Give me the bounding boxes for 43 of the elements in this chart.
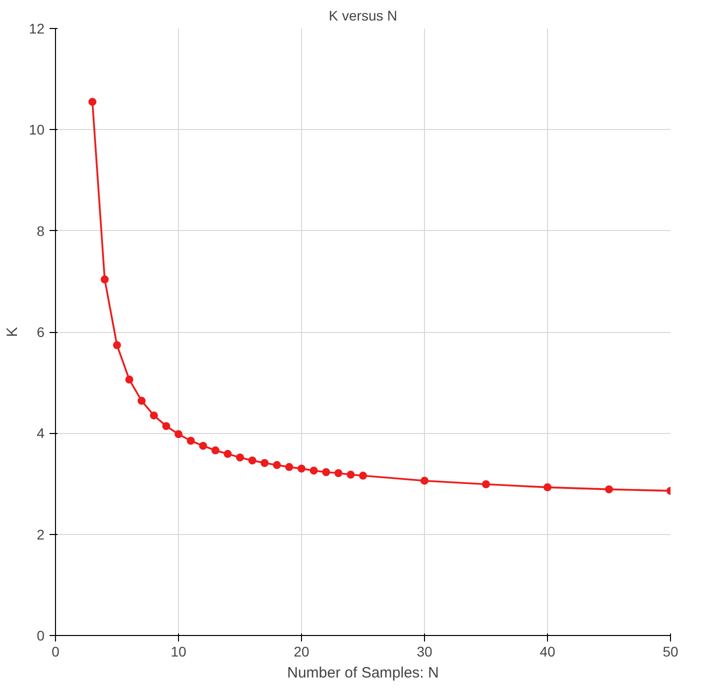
x-axis-title: Number of Samples: N bbox=[287, 664, 439, 682]
x-tick-label: 0 bbox=[52, 644, 60, 660]
y-tick-label: 12 bbox=[28, 20, 45, 36]
point bbox=[285, 463, 294, 472]
x-tick-label: 10 bbox=[170, 644, 186, 660]
point bbox=[113, 341, 121, 350]
point bbox=[298, 464, 306, 473]
point bbox=[420, 476, 428, 485]
point bbox=[88, 98, 96, 106]
y-axis-title: K bbox=[4, 326, 21, 337]
point bbox=[150, 411, 158, 420]
point bbox=[359, 472, 367, 480]
point bbox=[138, 396, 146, 405]
point bbox=[100, 275, 109, 284]
point bbox=[260, 459, 269, 468]
chart-title: K versus N bbox=[328, 8, 398, 24]
point bbox=[334, 469, 342, 478]
point bbox=[174, 430, 182, 438]
point bbox=[186, 436, 195, 445]
point bbox=[224, 450, 232, 458]
point bbox=[544, 483, 552, 492]
point bbox=[211, 446, 220, 454]
x-tick-label: 30 bbox=[416, 644, 432, 660]
point bbox=[199, 442, 208, 450]
y-tick-label: 4 bbox=[36, 425, 45, 442]
point bbox=[346, 470, 355, 479]
x-tick-label: 50 bbox=[662, 644, 678, 660]
y-tick-label: 0 bbox=[36, 628, 45, 644]
point bbox=[322, 468, 330, 476]
point bbox=[162, 422, 170, 430]
x-tick-label: 20 bbox=[294, 644, 310, 660]
point bbox=[248, 456, 256, 464]
y-tick-label: 10 bbox=[28, 122, 45, 138]
point bbox=[482, 480, 490, 488]
y-tick-label: 8 bbox=[36, 222, 45, 239]
point bbox=[605, 485, 613, 494]
point bbox=[272, 461, 281, 470]
point bbox=[125, 376, 134, 384]
point bbox=[310, 466, 318, 475]
point bbox=[236, 453, 244, 462]
x-tick-label: 40 bbox=[540, 644, 556, 660]
y-tick-label: 6 bbox=[36, 324, 45, 340]
y-tick-label: 2 bbox=[36, 526, 45, 542]
